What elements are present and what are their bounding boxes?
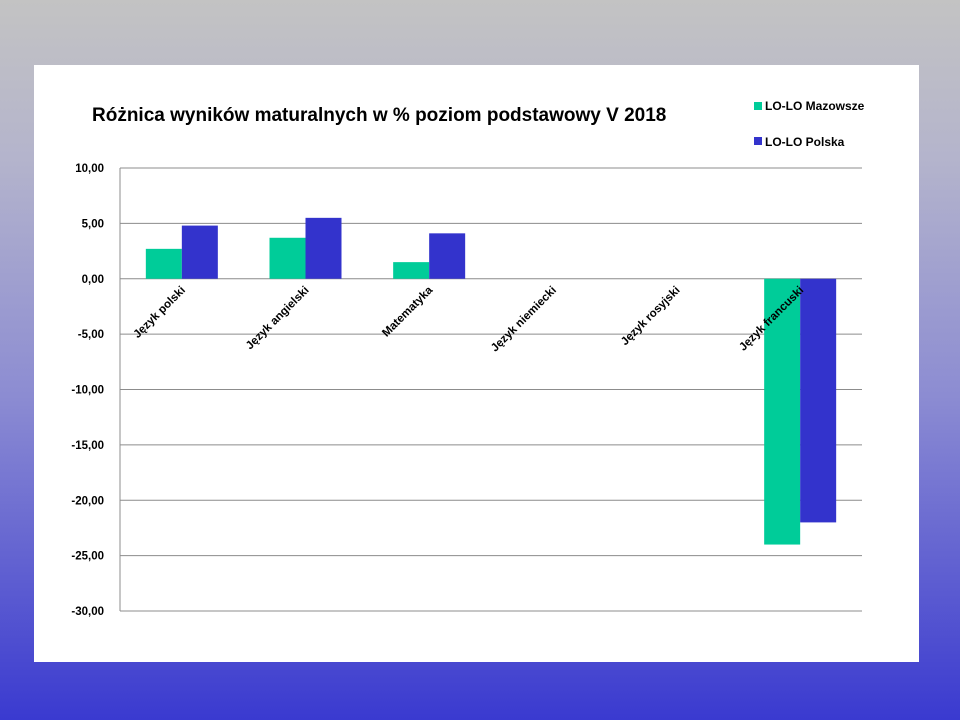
legend-label-polska: LO-LO Polska (765, 135, 845, 149)
bar-chart: Różnica wyników maturalnych w % poziom p… (71, 99, 865, 618)
slide-panel: Różnica wyników maturalnych w % poziom p… (34, 65, 919, 662)
y-tick-label: -5,00 (78, 329, 104, 341)
y-tick-label: -15,00 (71, 440, 104, 452)
x-axis-labels: Język polski Język angielski Matematyka Jęz… (132, 284, 807, 354)
y-tick-label: -10,00 (71, 385, 104, 397)
legend-label-mazowsze: LO-LO Mazowsze (765, 99, 865, 113)
y-tick-label: -25,00 (71, 551, 104, 563)
bar-mazowsze (269, 237, 306, 279)
bar-mazowsze (145, 248, 182, 279)
y-tick-label: 10,00 (75, 163, 104, 175)
bar-mazowsze (764, 278, 801, 545)
y-axis-labels: 10,00 5,00 0,00 -5,00 -10,00 -15,00 -20,00 -25,… (71, 163, 104, 618)
y-tick-label: -30,00 (71, 606, 104, 618)
bar-polska (429, 233, 466, 279)
bar-polska (181, 225, 218, 279)
x-tick-label: Język rosyjski (619, 284, 683, 348)
chart-title: Różnica wyników maturalnych w % poziom p… (92, 105, 666, 126)
x-tick-label: Język niemiecki (489, 284, 559, 354)
legend-swatch-polska (754, 137, 762, 145)
y-tick-label: 5,00 (82, 218, 104, 230)
gridlines (119, 167, 862, 612)
bar-polska (800, 278, 837, 523)
x-tick-label: Matematyka (380, 284, 435, 339)
x-tick-label: Język angielski (244, 284, 312, 352)
legend-swatch-mazowsze (754, 102, 762, 110)
x-tick-label: Język polski (132, 284, 188, 340)
bar-polska (305, 217, 342, 279)
y-tick-label: -20,00 (71, 495, 104, 507)
bar-mazowsze (393, 262, 430, 279)
bars (145, 217, 837, 545)
legend: LO-LO Mazowsze LO-LO Polska (754, 99, 865, 149)
y-tick-label: 0,00 (82, 274, 104, 286)
